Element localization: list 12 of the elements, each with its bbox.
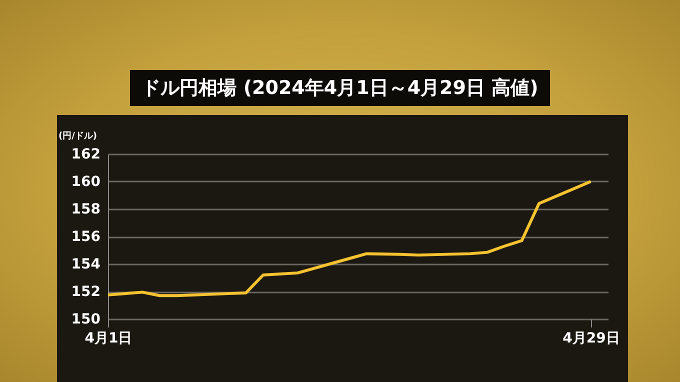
y-tick-label: 158 — [71, 202, 100, 218]
y-tick-label: 150 — [71, 312, 101, 328]
x-tick-label: 4月1日 — [84, 330, 132, 346]
y-tick-label: 154 — [71, 256, 101, 272]
y-tick-label: 152 — [71, 284, 100, 300]
chart-title: ドル円相場 (2024年4月1日～4月29日 高値) — [130, 70, 550, 106]
line-series — [106, 180, 592, 298]
x-tick-label: 4月29日 — [562, 330, 620, 346]
y-axis-title: (円/ドル) — [58, 130, 98, 142]
y-tick-label: 160 — [71, 174, 101, 190]
y-tick-label: 156 — [71, 229, 100, 245]
y-tick-label: 162 — [71, 146, 100, 162]
